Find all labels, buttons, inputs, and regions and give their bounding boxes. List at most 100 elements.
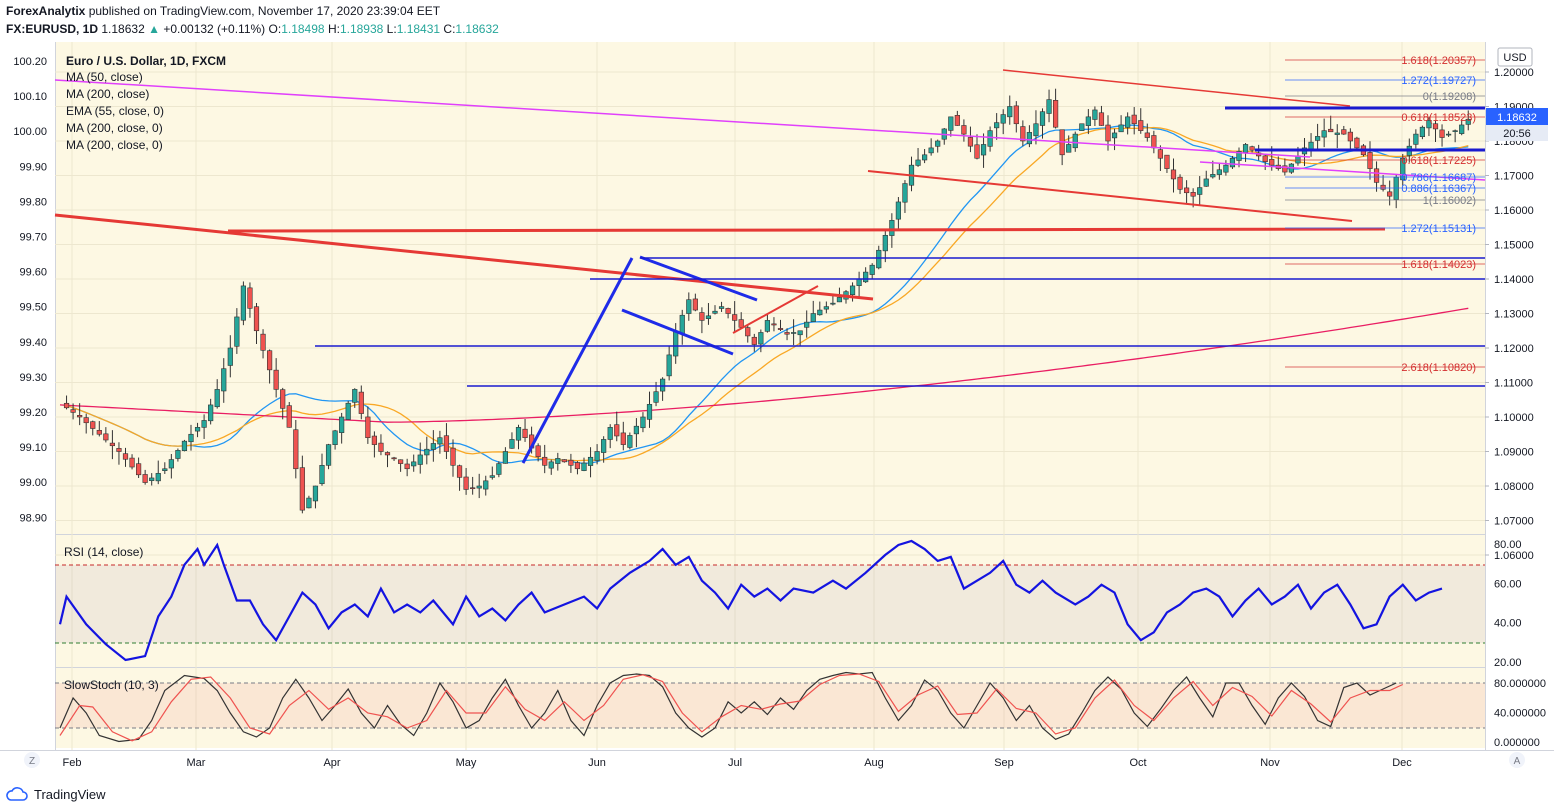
time-tick-label: Nov xyxy=(1260,757,1280,769)
trendline-red xyxy=(54,213,874,301)
candle-body xyxy=(1190,192,1196,197)
candle-body xyxy=(961,125,967,135)
candle-body xyxy=(201,420,207,428)
price-axis[interactable]: 1.200001.190001.180001.170001.160001.150… xyxy=(1485,67,1534,562)
rsi-tick-label: 40.00 xyxy=(1494,618,1522,630)
candle-body xyxy=(502,451,509,464)
candle-body xyxy=(935,140,941,147)
candle-body xyxy=(1138,120,1144,131)
price-tick-label: 1.07000 xyxy=(1494,516,1534,528)
candle-body xyxy=(542,456,548,466)
stoch-k-line xyxy=(59,671,1397,743)
rsi-axis: 80.00 60.00 40.00 20.00 xyxy=(1494,539,1522,669)
candle-body xyxy=(109,442,115,447)
candle-body xyxy=(686,299,692,314)
candle-body xyxy=(764,320,770,332)
left-tick-label: 100.20 xyxy=(13,56,47,68)
rsi-legend: RSI (14, close) xyxy=(64,545,143,559)
candle-body xyxy=(587,456,594,466)
rsi-tick-label: 20.00 xyxy=(1494,657,1522,669)
open-label: O: xyxy=(268,22,282,36)
candle-body xyxy=(266,350,273,371)
candle-body xyxy=(1197,187,1203,195)
fib-levels[interactable]: 1.618(1.20357) 1.272(1.19727) 0(1.19208) 0.… xyxy=(1285,55,1485,374)
currency-tag[interactable] xyxy=(1497,47,1533,67)
left-tick-label: 99.70 xyxy=(19,232,47,244)
time-axis[interactable]: Feb Mar Apr May Jun Jul Aug Sep Oct Nov Dec xyxy=(63,757,1413,769)
candle-body xyxy=(365,416,371,439)
candle-body xyxy=(234,316,240,347)
candle-body xyxy=(522,428,528,438)
current-price-tag xyxy=(1486,108,1548,125)
candle-body xyxy=(620,432,626,445)
fib-level-label: 0(1.19208) xyxy=(1423,91,1476,103)
candle-body xyxy=(260,333,266,351)
impulse-line-blue xyxy=(521,257,634,464)
candle-body xyxy=(561,459,567,463)
stoch-series xyxy=(59,671,1404,743)
candle-body xyxy=(836,297,843,303)
candle-body xyxy=(679,314,685,334)
auto-scale-right-button[interactable] xyxy=(1509,752,1525,768)
rsi-pane[interactable] xyxy=(55,535,1485,667)
candle-body xyxy=(424,448,430,456)
symbol-label[interactable]: FX:EURUSD, 1D xyxy=(6,22,99,36)
brand-name[interactable]: TradingView xyxy=(34,786,106,802)
candle-body xyxy=(1033,123,1039,137)
tradingview-cloud-icon xyxy=(6,787,28,801)
candle-body xyxy=(1216,169,1222,175)
publisher-name[interactable]: ForexAnalytix xyxy=(6,4,86,18)
candle-body xyxy=(1446,133,1452,136)
candle-body xyxy=(384,452,391,456)
candle-body xyxy=(1053,100,1059,128)
time-tick-label: Mar xyxy=(187,757,206,769)
price-tick-label: 1.09000 xyxy=(1494,447,1534,459)
candle-body xyxy=(1432,123,1439,130)
candle-body xyxy=(1066,144,1072,153)
candle-body xyxy=(1400,157,1406,181)
candle-body xyxy=(122,453,129,460)
candle-body xyxy=(1177,176,1183,190)
candle-body xyxy=(1426,120,1432,129)
candle-body xyxy=(1007,106,1013,118)
candle-body xyxy=(312,485,319,502)
candle-body xyxy=(1013,105,1019,125)
candle-body xyxy=(928,147,934,154)
price-tick-label: 1.17000 xyxy=(1494,171,1534,183)
drawings[interactable] xyxy=(54,69,1486,464)
candle-body xyxy=(745,327,751,337)
candle-body xyxy=(463,476,469,490)
candle-body xyxy=(155,473,161,482)
candle-body xyxy=(1118,124,1124,133)
candle-body xyxy=(869,264,875,275)
left-tick-label: 99.50 xyxy=(19,302,47,314)
candle-body xyxy=(1282,165,1288,173)
time-tick-label: Sep xyxy=(994,757,1014,769)
stoch-pane[interactable] xyxy=(55,668,1485,748)
flag-breakout-red xyxy=(732,285,819,334)
candle-body xyxy=(149,477,155,481)
candle-body xyxy=(849,285,856,296)
candle-body xyxy=(633,425,639,435)
candle-body xyxy=(790,332,797,334)
candle-body xyxy=(1249,146,1255,151)
fib-level-label: 0.618(1.17225) xyxy=(1401,155,1476,167)
auto-scale-left-button[interactable] xyxy=(24,752,40,768)
candle-body xyxy=(1465,118,1471,125)
candle-body xyxy=(863,271,869,283)
time-tick-label: May xyxy=(456,757,477,769)
ohlc-bar: FX:EURUSD, 1D 1.18632 ▲ +0.00132 (+0.11%… xyxy=(6,22,499,36)
candle-body xyxy=(673,330,679,357)
candle-body xyxy=(247,287,253,309)
candle-body xyxy=(659,378,666,392)
left-tick-label: 99.00 xyxy=(19,477,47,489)
footer: TradingView xyxy=(6,784,106,804)
candle-body xyxy=(227,347,233,366)
candle-body xyxy=(758,332,764,345)
rsi-series xyxy=(58,539,1443,662)
candle-body xyxy=(450,447,456,466)
candle-body xyxy=(895,201,901,220)
price-chart[interactable]: 1.618(1.20357) 1.272(1.19727) 0(1.19208) 0.… xyxy=(0,40,1554,782)
candle-body xyxy=(601,439,607,453)
candle-body xyxy=(306,497,312,509)
